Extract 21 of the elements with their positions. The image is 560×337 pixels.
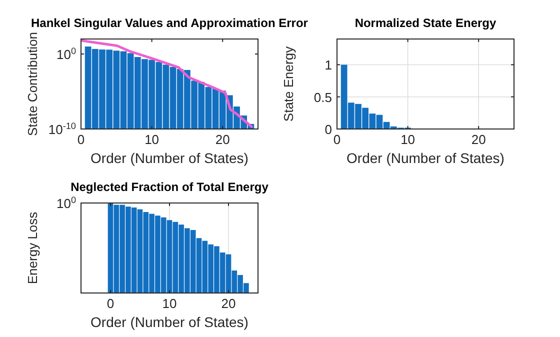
y-tick-label: 0 bbox=[324, 122, 332, 137]
x-tick-label: 0 bbox=[106, 296, 114, 311]
y-tick-label: 0.5 bbox=[314, 90, 332, 105]
x-tick-label: 10 bbox=[400, 132, 416, 147]
y-tick-label: 10$^{-10}$ bbox=[48, 121, 76, 137]
y-axis-title: State Contribution bbox=[25, 32, 40, 136]
line-series bbox=[81, 39, 253, 128]
x-tick-label: 10 bbox=[162, 296, 177, 311]
x-tick-label: 20 bbox=[215, 132, 230, 147]
x-axis-title: Order (Number of States) bbox=[90, 314, 248, 330]
y-tick-label: 1 bbox=[324, 58, 332, 73]
chart-title: Neglected Fraction of Total Energy bbox=[70, 180, 269, 194]
x-axis-title: Order (Number of States) bbox=[90, 150, 248, 166]
chart-title: Hankel Singular Values and Approximation Error bbox=[31, 16, 308, 30]
x-axis-title: Order (Number of States) bbox=[346, 150, 504, 166]
chart-title: Normalized State Energy bbox=[354, 16, 497, 30]
x-tick-label: 20 bbox=[471, 132, 486, 147]
y-axis-title: State Energy bbox=[281, 46, 296, 122]
x-tick-label: 10 bbox=[144, 132, 160, 147]
y-axis-title: Energy Loss bbox=[25, 211, 40, 284]
x-tick-label: 20 bbox=[221, 296, 236, 311]
